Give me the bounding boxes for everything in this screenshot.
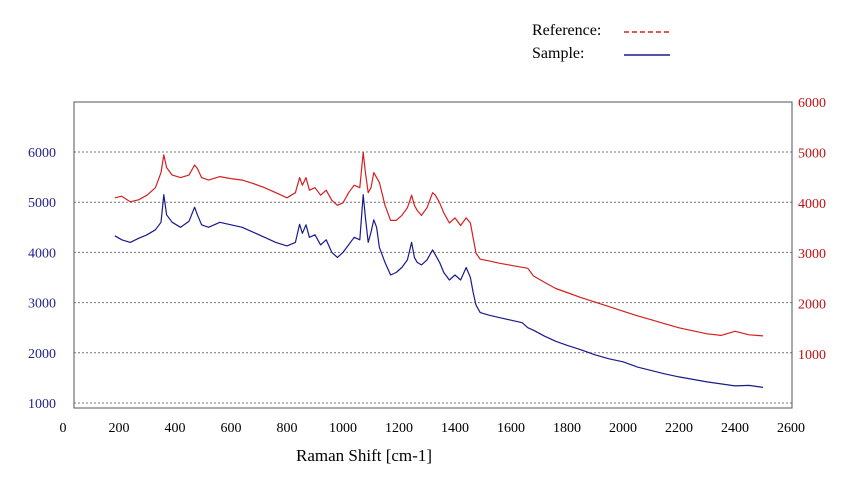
left-tick-2000: 2000	[28, 347, 56, 362]
right-tick-2000: 2000	[798, 298, 826, 313]
series-line-sample	[114, 194, 764, 388]
left-axis-tick-labels: 1000 2000 3000 4000 5000 6000	[28, 146, 56, 412]
series-line-reference	[114, 151, 764, 337]
x-tick-200: 200	[109, 421, 130, 436]
x-tick-400: 400	[165, 421, 186, 436]
series-lines	[114, 151, 764, 388]
x-tick-1600: 1600	[497, 421, 525, 436]
x-tick-1800: 1800	[553, 421, 581, 436]
legend-label-sample: Sample:	[532, 45, 584, 62]
right-tick-3000: 3000	[798, 247, 826, 262]
right-axis-tick-labels: 1000 2000 3000 4000 5000 6000	[798, 96, 826, 363]
x-tick-2400: 2400	[721, 421, 749, 436]
right-tick-5000: 5000	[798, 146, 826, 161]
x-tick-1200: 1200	[385, 421, 413, 436]
right-tick-4000: 4000	[798, 197, 826, 212]
left-tick-4000: 4000	[28, 246, 56, 261]
x-tick-2000: 2000	[609, 421, 637, 436]
right-tick-6000: 6000	[798, 96, 826, 111]
x-tick-2600: 2600	[777, 421, 805, 436]
right-tick-1000: 1000	[798, 348, 826, 363]
left-tick-6000: 6000	[28, 146, 56, 161]
left-tick-3000: 3000	[28, 297, 56, 312]
x-tick-0: 0	[60, 421, 67, 436]
x-tick-1400: 1400	[441, 421, 469, 436]
left-tick-1000: 1000	[28, 397, 56, 412]
x-axis-tick-labels: 0 200 400 600 800 1000 1200 1400 1600 1800 2000 220…	[60, 421, 806, 436]
left-tick-5000: 5000	[28, 196, 56, 211]
x-axis-title: Raman Shift [cm-1]	[296, 446, 432, 465]
legend-label-reference: Reference:	[532, 22, 601, 39]
x-tick-1000: 1000	[329, 421, 357, 436]
grid-lines	[74, 151, 792, 404]
x-tick-600: 600	[221, 421, 242, 436]
x-tick-2200: 2200	[665, 421, 693, 436]
x-tick-800: 800	[277, 421, 298, 436]
legend: Reference: Sample:	[532, 22, 670, 62]
plot-area-frame	[73, 101, 793, 409]
